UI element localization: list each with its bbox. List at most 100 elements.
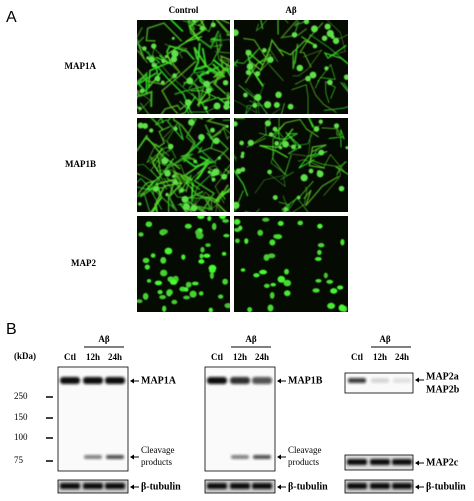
soma	[142, 123, 149, 129]
soma	[269, 239, 276, 246]
neurite	[155, 118, 168, 126]
soma	[234, 121, 238, 127]
soma	[252, 102, 258, 108]
soma	[186, 105, 190, 109]
neurite	[137, 90, 153, 108]
band-label: β-tubulin	[426, 481, 466, 492]
neurite	[214, 54, 230, 85]
band-label: Cleavage	[141, 445, 174, 455]
soma	[257, 229, 264, 236]
neurite	[294, 76, 337, 114]
neurite	[328, 129, 345, 148]
soma	[203, 80, 211, 88]
neurite	[137, 77, 146, 83]
soma	[179, 188, 185, 193]
neurite	[292, 43, 299, 70]
neurite	[238, 84, 285, 114]
soma	[157, 289, 163, 295]
soma	[244, 238, 249, 244]
image-background	[234, 216, 348, 312]
soma	[317, 242, 325, 248]
soma	[198, 291, 204, 296]
soma	[206, 71, 210, 75]
neurite	[216, 20, 230, 36]
neurite	[193, 42, 208, 72]
micrograph	[137, 216, 230, 312]
neurite	[308, 144, 327, 169]
soma	[267, 304, 274, 312]
soma	[284, 290, 291, 297]
neurite	[260, 20, 279, 35]
soma	[291, 144, 296, 150]
band	[392, 483, 412, 489]
soma	[219, 216, 227, 220]
soma	[217, 294, 224, 299]
soma	[182, 203, 191, 211]
soma	[324, 23, 331, 30]
neurite	[137, 71, 157, 95]
neurite	[235, 118, 245, 120]
soma	[160, 269, 168, 277]
neurite	[270, 142, 294, 181]
soma	[145, 221, 153, 228]
soma	[321, 35, 328, 42]
neurite	[137, 177, 163, 210]
band-label: MAP1B	[288, 375, 323, 386]
neurite	[259, 128, 294, 159]
neurite	[272, 123, 292, 176]
micrograph	[137, 118, 230, 212]
soma	[278, 146, 283, 150]
band	[207, 377, 227, 384]
lane-label: Ctl	[211, 352, 223, 362]
soma	[272, 126, 278, 132]
soma	[151, 62, 157, 68]
soma	[312, 43, 318, 49]
arrow-head	[130, 454, 134, 460]
band	[105, 483, 125, 489]
soma	[262, 217, 270, 222]
band	[253, 455, 271, 459]
soma	[245, 69, 252, 76]
soma	[345, 146, 348, 150]
neurite	[150, 118, 165, 131]
soma	[138, 232, 144, 237]
row-label: MAP2	[71, 258, 96, 268]
soma	[212, 137, 220, 145]
neurite	[215, 41, 230, 74]
soma	[181, 195, 189, 203]
soma	[198, 259, 205, 264]
neurite	[160, 101, 190, 114]
soma	[239, 140, 244, 146]
neurite	[196, 205, 207, 212]
soma	[318, 119, 323, 124]
band	[83, 377, 103, 384]
micrograph	[234, 216, 348, 312]
soma	[247, 306, 253, 312]
soma	[200, 246, 205, 253]
neurite	[212, 66, 230, 95]
neurite	[278, 201, 291, 212]
neurite	[278, 36, 317, 56]
neurite	[137, 172, 155, 195]
soma	[148, 56, 155, 63]
band	[84, 455, 102, 459]
neurite	[303, 175, 340, 207]
neurite	[193, 46, 226, 78]
soma	[171, 50, 179, 58]
soma	[213, 102, 221, 110]
soma	[150, 253, 156, 258]
soma	[211, 177, 216, 182]
soma	[240, 167, 246, 172]
neurite	[137, 26, 148, 64]
lane-label: 12h	[373, 352, 387, 362]
neurite	[166, 44, 195, 61]
soma	[199, 253, 204, 259]
soma	[162, 305, 167, 312]
soma	[191, 20, 197, 23]
soma	[343, 74, 348, 80]
neurite	[234, 169, 249, 197]
soma	[166, 289, 172, 297]
soma	[160, 257, 167, 264]
neurite	[183, 157, 210, 180]
